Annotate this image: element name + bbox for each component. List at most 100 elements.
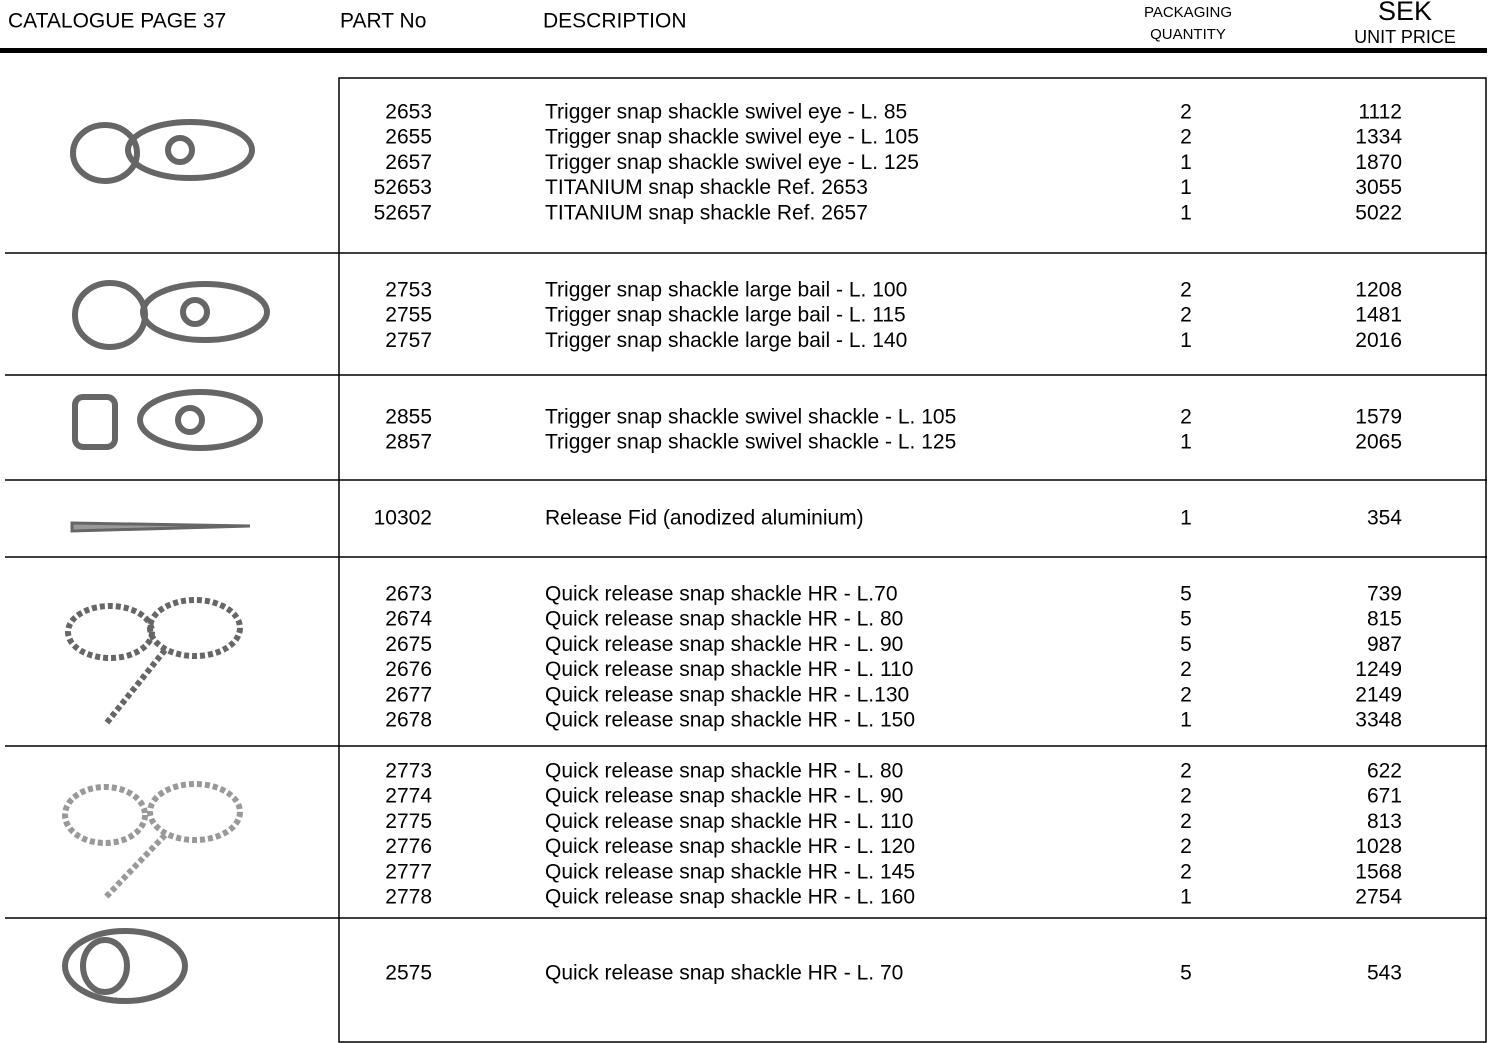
description: Quick release snap shackle HR - L.130 [545, 683, 909, 706]
unit-price: 671 [1367, 785, 1402, 808]
description: Trigger snap shackle swivel eye - L. 105 [545, 126, 919, 149]
unit-price: 2149 [1355, 683, 1402, 706]
column-header: UNIT PRICE [1354, 27, 1456, 47]
packaging-quantity: 2 [1180, 406, 1192, 429]
unit-price: 3348 [1355, 709, 1402, 732]
part-number: 2775 [385, 810, 432, 833]
packaging-quantity: 2 [1180, 101, 1192, 124]
part-number: 2655 [385, 126, 432, 149]
description: Quick release snap shackle HR - L. 90 [545, 785, 903, 808]
part-number: 10302 [374, 507, 432, 530]
description: Quick release snap shackle HR - L. 90 [545, 633, 903, 656]
description: Trigger snap shackle swivel shackle - L.… [545, 406, 956, 429]
unit-price: 1568 [1355, 860, 1402, 883]
description: TITANIUM snap shackle Ref. 2653 [545, 176, 868, 199]
packaging-quantity: 5 [1180, 608, 1192, 631]
unit-price: 815 [1367, 608, 1402, 631]
column-header: PACKAGING [1144, 4, 1232, 21]
description: Quick release snap shackle HR - L. 70 [545, 962, 903, 985]
unit-price: 2065 [1355, 431, 1402, 454]
packaging-quantity: 2 [1180, 683, 1192, 706]
column-header: DESCRIPTION [543, 10, 687, 33]
packaging-quantity: 2 [1180, 126, 1192, 149]
packaging-quantity: 2 [1180, 835, 1192, 858]
part-number: 2757 [385, 329, 432, 352]
part-number: 2776 [385, 835, 432, 858]
unit-price: 1334 [1355, 126, 1402, 149]
unit-price: 1112 [1358, 101, 1402, 124]
packaging-quantity: 1 [1180, 709, 1192, 732]
unit-price: 1249 [1355, 658, 1402, 681]
description: Trigger snap shackle large bail - L. 100 [545, 279, 907, 302]
unit-price: 543 [1367, 962, 1402, 985]
packaging-quantity: 1 [1180, 201, 1192, 224]
packaging-quantity: 5 [1180, 962, 1192, 985]
description: Quick release snap shackle HR - L. 150 [545, 709, 915, 732]
description: Trigger snap shackle large bail - L. 115 [545, 304, 906, 327]
part-number: 2855 [385, 406, 432, 429]
unit-price: 354 [1367, 507, 1402, 530]
description: Quick release snap shackle HR - L. 80 [545, 608, 903, 631]
description: TITANIUM snap shackle Ref. 2657 [545, 201, 868, 224]
unit-price: 1579 [1355, 406, 1402, 429]
description: Quick release snap shackle HR - L. 160 [545, 886, 915, 909]
description: Trigger snap shackle swivel eye - L. 85 [545, 101, 907, 124]
part-number: 2673 [385, 583, 432, 606]
part-number: 2778 [385, 886, 432, 909]
part-number: 52657 [374, 201, 432, 224]
unit-price: 1481 [1355, 304, 1402, 327]
description: Quick release snap shackle HR - L. 120 [545, 835, 915, 858]
unit-price: 2016 [1355, 329, 1402, 352]
column-header: PART No [340, 10, 426, 33]
group-separators [5, 252, 1487, 919]
packaging-quantity: 2 [1180, 810, 1192, 833]
part-number: 2753 [385, 279, 432, 302]
packaging-quantity: 1 [1180, 329, 1192, 352]
table-frame [338, 77, 1487, 1043]
part-number: 2677 [385, 683, 432, 706]
part-number: 2857 [385, 431, 432, 454]
part-number: 2773 [385, 760, 432, 783]
part-number: 2777 [385, 860, 432, 883]
unit-price: 813 [1367, 810, 1402, 833]
description: Quick release snap shackle HR - L. 145 [545, 860, 915, 883]
packaging-quantity: 5 [1180, 633, 1192, 656]
packaging-quantity: 2 [1180, 760, 1192, 783]
description: Quick release snap shackle HR - L. 110 [545, 810, 913, 833]
column-header: QUANTITY [1150, 26, 1226, 43]
part-number: 2774 [385, 785, 432, 808]
description: Release Fid (anodized aluminium) [545, 507, 864, 530]
part-number: 2676 [385, 658, 432, 681]
product-images [62, 119, 270, 1004]
description: Trigger snap shackle swivel eye - L. 125 [545, 151, 919, 174]
packaging-quantity: 1 [1180, 176, 1192, 199]
description: Quick release snap shackle HR - L. 110 [545, 658, 913, 681]
packaging-quantity: 2 [1180, 304, 1192, 327]
description: Trigger snap shackle swivel shackle - L.… [545, 431, 956, 454]
part-number: 2657 [385, 151, 432, 174]
packaging-quantity: 1 [1180, 507, 1192, 530]
packaging-quantity: 1 [1180, 886, 1192, 909]
part-number: 2653 [385, 101, 432, 124]
unit-price: 5022 [1355, 201, 1402, 224]
unit-price: 1208 [1355, 279, 1402, 302]
page-label: CATALOGUE PAGE 37 [8, 10, 226, 33]
part-number: 2755 [385, 304, 432, 327]
header-rule [0, 48, 1487, 53]
unit-price: 739 [1367, 583, 1402, 606]
packaging-quantity: 1 [1180, 431, 1192, 454]
unit-price: 987 [1367, 633, 1402, 656]
unit-price: 3055 [1355, 176, 1402, 199]
unit-price: 2754 [1355, 886, 1402, 909]
part-number: 2575 [385, 962, 432, 985]
packaging-quantity: 2 [1180, 785, 1192, 808]
part-number: 2678 [385, 709, 432, 732]
packaging-quantity: 2 [1180, 658, 1192, 681]
currency: SEK [1378, 0, 1432, 26]
unit-price: 622 [1367, 760, 1402, 783]
part-number: 52653 [374, 176, 432, 199]
part-number: 2675 [385, 633, 432, 656]
description: Quick release snap shackle HR - L.70 [545, 583, 898, 606]
part-number: 2674 [385, 608, 432, 631]
